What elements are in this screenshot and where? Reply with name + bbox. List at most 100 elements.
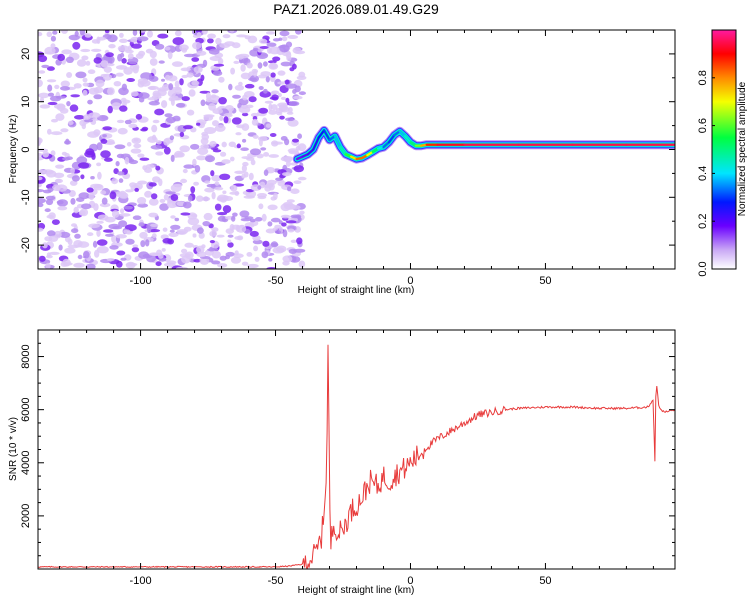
noise-blob xyxy=(85,60,91,66)
noise-blob xyxy=(174,30,182,37)
noise-blob xyxy=(240,72,251,80)
x-tick-label: 0 xyxy=(407,575,413,587)
noise-blob xyxy=(216,234,225,238)
noise-blob xyxy=(99,202,111,208)
noise-blob xyxy=(298,71,306,78)
noise-blob xyxy=(100,190,107,195)
noise-blob xyxy=(124,119,132,125)
noise-blob xyxy=(287,35,299,39)
noise-blob xyxy=(58,244,63,251)
noise-blob xyxy=(86,187,94,193)
noise-blob xyxy=(148,75,159,82)
noise-blob xyxy=(66,101,71,107)
noise-blob xyxy=(127,53,134,60)
noise-blob xyxy=(48,251,60,255)
noise-blob xyxy=(298,91,306,96)
noise-blob xyxy=(272,56,281,62)
noise-blob xyxy=(192,41,202,50)
noise-blob xyxy=(139,231,148,239)
noise-blob xyxy=(267,47,272,54)
noise-blob xyxy=(132,65,139,74)
noise-blob xyxy=(125,262,138,267)
noise-blob xyxy=(106,258,115,262)
snr-panel: -100 -50 0 50 2000 4000 6000 8000 Height of st… xyxy=(8,329,676,596)
noise-blob xyxy=(109,191,117,200)
noise-blob xyxy=(221,159,231,165)
noise-blob xyxy=(275,245,287,253)
noise-blob xyxy=(258,203,264,210)
noise-blob xyxy=(241,164,247,173)
noise-blob xyxy=(279,115,285,120)
noise-blob xyxy=(54,178,64,184)
noise-blob xyxy=(88,223,100,229)
noise-blob xyxy=(267,183,274,187)
x-tick-label: -50 xyxy=(268,575,284,587)
noise-blob xyxy=(148,182,157,187)
noise-blob xyxy=(100,138,108,144)
noise-blob xyxy=(126,142,132,147)
noise-blob xyxy=(101,197,108,205)
noise-blob xyxy=(246,62,253,69)
noise-blob xyxy=(66,72,73,78)
noise-blob xyxy=(168,232,179,238)
noise-blob xyxy=(126,78,135,82)
noise-blob xyxy=(258,107,269,114)
noise-blob xyxy=(148,86,156,90)
noise-blob xyxy=(162,238,172,244)
noise-blob xyxy=(61,30,68,34)
noise-blob xyxy=(267,204,278,211)
colorbar: 0.0 0.2 0.4 0.6 0.8 Normalized spectral ampl… xyxy=(697,29,748,277)
snr-y-axis: 2000 4000 6000 8000 xyxy=(20,329,675,570)
noise-blob xyxy=(267,221,273,227)
noise-blob xyxy=(150,145,163,150)
noise-blob xyxy=(285,220,297,224)
trace-core xyxy=(393,130,401,137)
noise-blob xyxy=(76,156,88,165)
noise-blob xyxy=(268,258,273,262)
colorbar-tick-label: 0.8 xyxy=(697,70,709,85)
noise-blob xyxy=(265,31,276,35)
noise-blob xyxy=(216,196,227,202)
noise-blob xyxy=(164,113,173,118)
noise-blob xyxy=(88,112,101,119)
noise-blob xyxy=(236,34,248,38)
noise-blob xyxy=(230,256,242,264)
noise-blob xyxy=(259,90,271,98)
noise-blob xyxy=(297,133,302,139)
noise-blob xyxy=(219,115,224,122)
noise-blob xyxy=(281,36,288,42)
noise-blob xyxy=(46,31,53,38)
y-tick-label: 8000 xyxy=(20,344,32,368)
noise-blob xyxy=(70,198,76,205)
noise-blob xyxy=(274,230,282,234)
noise-blob xyxy=(285,83,298,89)
noise-blob xyxy=(38,197,46,204)
noise-blob xyxy=(132,215,142,220)
noise-blob xyxy=(88,87,100,95)
noise-blob xyxy=(176,201,185,207)
noise-blob xyxy=(118,87,129,96)
y-tick-label: 10 xyxy=(20,96,32,108)
noise-blob xyxy=(269,133,277,137)
noise-blob xyxy=(219,255,227,261)
noise-blob xyxy=(38,70,46,74)
noise-blob xyxy=(217,212,228,216)
noise-blob xyxy=(48,235,59,242)
noise-blob xyxy=(237,235,244,241)
noise-blob xyxy=(38,255,46,262)
noise-blob xyxy=(121,97,127,102)
noise-blob xyxy=(138,222,145,227)
noise-blob xyxy=(222,190,227,195)
noise-blob xyxy=(96,220,104,224)
noise-blob xyxy=(212,149,222,153)
noise-blob xyxy=(265,228,276,234)
noise-blob xyxy=(115,72,124,77)
noise-blob xyxy=(156,249,163,257)
noise-blob xyxy=(38,189,45,193)
noise-blob xyxy=(227,234,234,238)
spectrogram-y-axis: -20 -10 0 10 20 xyxy=(20,29,675,270)
noise-blob xyxy=(258,136,268,142)
trace-core xyxy=(339,146,347,156)
noise-blob xyxy=(155,43,165,50)
